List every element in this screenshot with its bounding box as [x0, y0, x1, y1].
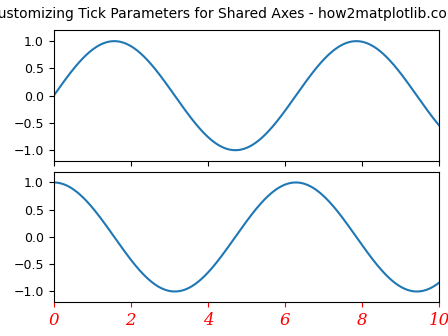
- Text: Customizing Tick Parameters for Shared Axes - how2matplotlib.com: Customizing Tick Parameters for Shared A…: [0, 7, 448, 21]
